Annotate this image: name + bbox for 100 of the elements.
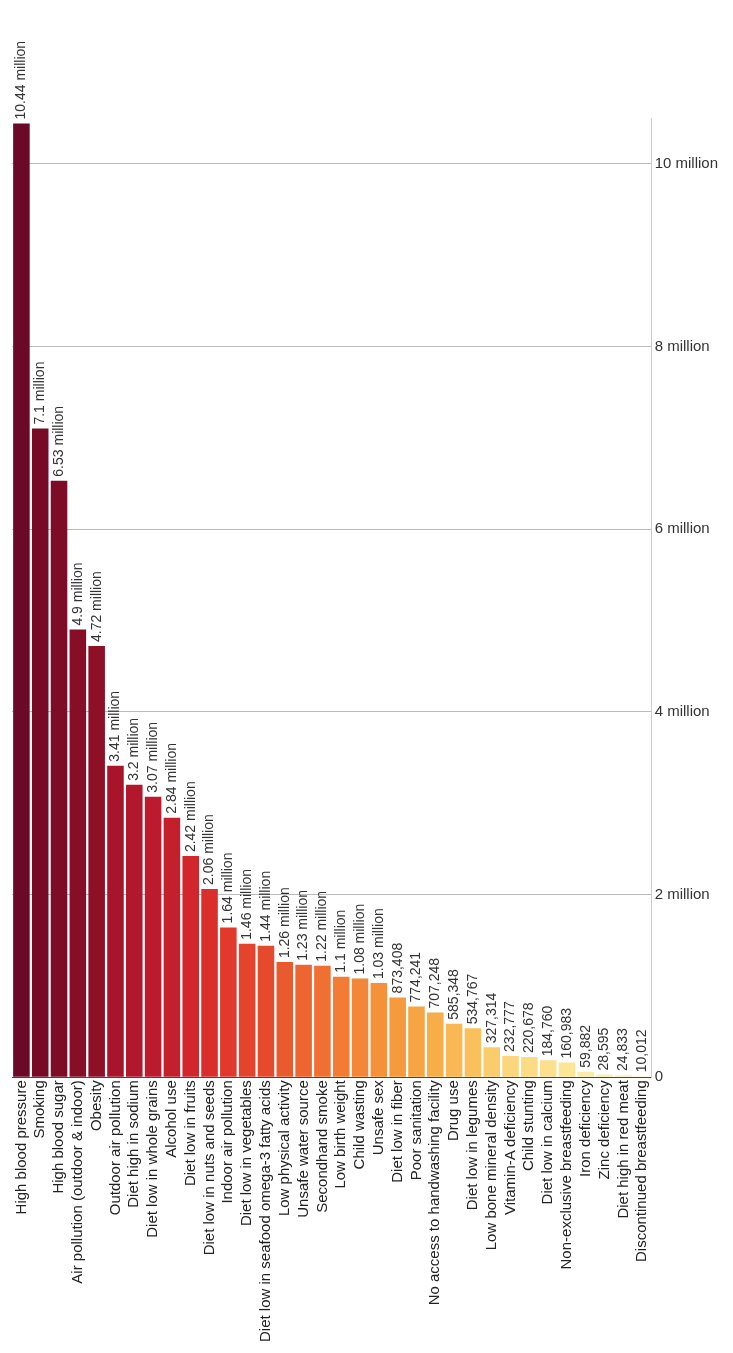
x-tick-label: Diet low in seafood omega-3 fatty acids bbox=[256, 1080, 274, 1343]
y-tick-label: 8 million bbox=[654, 336, 710, 354]
y-tick-label: 6 million bbox=[654, 519, 710, 537]
bar bbox=[445, 1023, 463, 1077]
data-label: 10,012 bbox=[633, 1029, 650, 1073]
data-label: 534,767 bbox=[463, 973, 480, 1025]
data-label: 585,348 bbox=[444, 968, 461, 1020]
data-label: 3.2 million bbox=[125, 717, 142, 781]
bar bbox=[13, 123, 30, 1077]
bar bbox=[332, 976, 350, 1077]
data-label: 4.9 million bbox=[68, 562, 85, 626]
data-label: 3.41 million bbox=[106, 690, 123, 762]
data-label: 6.53 million bbox=[49, 405, 66, 477]
bar bbox=[408, 1006, 425, 1077]
x-tick-label: Diet low in legumes bbox=[463, 1080, 481, 1211]
x-tick-label: Smoking bbox=[30, 1080, 48, 1139]
x-tick-label: Unsafe sex bbox=[368, 1079, 386, 1156]
x-tick-label: Diet low in fruits bbox=[180, 1080, 198, 1187]
x-tick-label: Outdoor air pollution bbox=[105, 1080, 123, 1216]
data-label: 1.64 million bbox=[219, 852, 236, 924]
bar bbox=[502, 1055, 519, 1077]
data-label: 160,983 bbox=[557, 1007, 574, 1059]
bar bbox=[69, 629, 87, 1077]
data-label: 59,882 bbox=[576, 1024, 593, 1068]
x-tick-label: Discontinued breastfeeding bbox=[632, 1080, 650, 1262]
data-label: 10.44 million bbox=[12, 40, 29, 120]
data-label: 2.42 million bbox=[181, 781, 198, 853]
x-tick-label: Child stunting bbox=[519, 1080, 537, 1172]
bar bbox=[351, 978, 369, 1077]
bar bbox=[107, 765, 124, 1077]
x-tick-label: Obesity bbox=[86, 1079, 104, 1132]
data-label: 2.84 million bbox=[162, 742, 179, 814]
x-tick-label: Diet low in nuts and seeds bbox=[199, 1080, 217, 1256]
data-label: 1.03 million bbox=[369, 908, 386, 980]
x-tick-label: Low birth weight bbox=[331, 1079, 349, 1189]
x-tick-label: Vitamin-A deficiency bbox=[500, 1079, 518, 1215]
bar bbox=[31, 428, 49, 1077]
x-tick-label: No access to handwashing facility bbox=[425, 1079, 443, 1306]
bar bbox=[464, 1028, 482, 1077]
x-tick-label: Diet low in vegetables bbox=[237, 1080, 255, 1227]
x-tick-label: Drug use bbox=[444, 1080, 462, 1142]
data-label: 1.23 million bbox=[294, 890, 311, 961]
bar bbox=[220, 927, 237, 1077]
bar bbox=[88, 646, 105, 1077]
bar bbox=[596, 1074, 613, 1077]
x-tick-label: Unsafe water source bbox=[293, 1080, 311, 1218]
x-tick-label: Diet low in whole grains bbox=[143, 1080, 161, 1238]
data-label: 1.44 million bbox=[256, 870, 273, 942]
bar bbox=[427, 1012, 444, 1077]
x-tick-label: Child wasting bbox=[350, 1080, 368, 1170]
x-tick-label: Diet low in calcium bbox=[538, 1080, 556, 1205]
y-tick-label: 4 million bbox=[654, 701, 710, 719]
bar bbox=[276, 962, 294, 1077]
x-tick-label: Diet low in fiber bbox=[387, 1080, 405, 1183]
data-label: 327,314 bbox=[482, 992, 499, 1044]
bar bbox=[50, 480, 68, 1077]
data-label: 1.22 million bbox=[313, 890, 330, 962]
data-label: 28,595 bbox=[595, 1027, 612, 1071]
data-label: 24,833 bbox=[614, 1027, 631, 1071]
bar bbox=[126, 784, 143, 1077]
data-label: 1.1 million bbox=[332, 909, 349, 973]
x-tick-label: Non-exclusive breastfeeding bbox=[557, 1080, 575, 1270]
x-tick-label: Air pollution (outdoor & indoor) bbox=[67, 1080, 85, 1284]
bar bbox=[238, 943, 256, 1077]
data-label: 1.46 million bbox=[238, 868, 255, 940]
x-tick-label: Low physical activity bbox=[274, 1079, 292, 1217]
data-label: 2.06 million bbox=[200, 814, 217, 886]
bar bbox=[521, 1057, 538, 1077]
data-label: 707,248 bbox=[426, 957, 443, 1009]
bar bbox=[257, 945, 275, 1077]
bar bbox=[295, 964, 312, 1077]
data-label: 7.1 million bbox=[31, 361, 48, 425]
data-label: 3.07 million bbox=[143, 721, 160, 793]
data-label: 220,678 bbox=[520, 1002, 537, 1054]
bar bbox=[163, 817, 181, 1077]
y-tick-label: 10 million bbox=[654, 153, 719, 171]
x-tick-label: Low bone mineral density bbox=[481, 1079, 499, 1251]
x-tick-label: Iron deficiency bbox=[575, 1079, 593, 1177]
bar bbox=[483, 1047, 501, 1077]
x-tick-label: High blood sugar bbox=[49, 1080, 67, 1194]
x-tick-label: High blood pressure bbox=[11, 1080, 29, 1215]
bar bbox=[182, 856, 199, 1077]
y-tick-label: 0 bbox=[654, 1067, 663, 1085]
x-tick-label: Diet high in sodium bbox=[124, 1080, 142, 1208]
bar bbox=[370, 983, 388, 1077]
data-label: 774,241 bbox=[407, 951, 424, 1003]
x-tick-label: Diet high in red meat bbox=[613, 1079, 631, 1219]
data-label: 232,777 bbox=[501, 1001, 518, 1052]
data-label: 1.08 million bbox=[350, 903, 367, 975]
bar bbox=[577, 1071, 595, 1077]
x-tick-label: Indoor air pollution bbox=[218, 1080, 236, 1204]
y-tick-label: 2 million bbox=[654, 884, 710, 902]
x-tick-label: Alcohol use bbox=[162, 1080, 180, 1158]
x-tick-label: Zinc deficiency bbox=[594, 1079, 612, 1180]
data-label: 873,408 bbox=[388, 942, 405, 994]
bar bbox=[389, 997, 406, 1077]
x-tick-label: Poor sanitation bbox=[406, 1080, 424, 1181]
bar bbox=[201, 889, 218, 1077]
bar bbox=[314, 965, 331, 1077]
x-tick-label: Secondhand smoke bbox=[312, 1080, 330, 1213]
